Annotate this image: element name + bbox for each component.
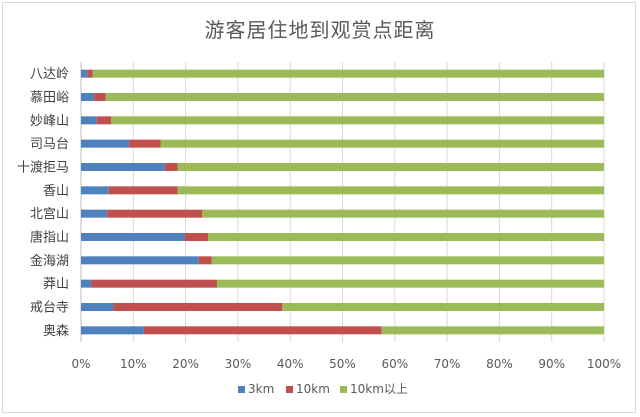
bar-segment <box>81 303 114 311</box>
bar-segment <box>164 163 178 171</box>
category-label: 八达岭 <box>30 67 69 82</box>
x-tick-label: 100% <box>587 357 621 371</box>
bar-segment <box>198 256 212 265</box>
bar-segment <box>91 279 217 288</box>
bar-segment <box>184 233 209 241</box>
bar-segment <box>216 279 605 288</box>
x-tick-label: 10% <box>120 357 147 371</box>
bar-segment <box>81 163 165 171</box>
bar-segment <box>81 326 144 335</box>
bar-segment <box>282 303 604 311</box>
category-label: 十渡拒马 <box>17 160 69 176</box>
x-tick-label: 70% <box>434 357 461 371</box>
bar-segment <box>81 186 109 195</box>
bar-segment <box>208 233 605 241</box>
legend-label: 10km以上 <box>350 382 408 396</box>
x-tick-label: 30% <box>225 357 252 371</box>
bar-segment <box>111 116 605 125</box>
category-label: 司马台 <box>30 137 69 152</box>
x-tick-label: 40% <box>277 357 304 371</box>
bar-segment <box>81 93 95 101</box>
x-tick-label: 90% <box>538 357 565 371</box>
category-label: 北宫山 <box>30 207 69 222</box>
x-tick-label: 0% <box>71 357 90 371</box>
chart-title: 游客居住地到观赏点距离 <box>204 18 436 42</box>
bar-segment <box>96 116 112 125</box>
bar-segment <box>81 139 130 148</box>
category-label: 慕田峪 <box>30 91 69 106</box>
x-tick-label: 80% <box>486 357 513 371</box>
x-tick-label: 60% <box>381 357 408 371</box>
bar-segment <box>92 69 605 78</box>
x-tick-label: 50% <box>329 357 356 371</box>
bar-segment <box>202 209 604 218</box>
category-label: 奥森 <box>43 324 69 339</box>
bar-segment <box>87 69 93 78</box>
legend-label: 10km <box>296 382 330 396</box>
bar-segment <box>129 139 161 148</box>
legend-swatch <box>286 386 293 393</box>
category-label: 妙峰山 <box>30 114 69 129</box>
bar-segment <box>177 186 604 195</box>
category-label: 唐指山 <box>30 230 69 246</box>
legend-swatch <box>340 386 347 393</box>
bar-segment <box>81 69 88 78</box>
legend-swatch <box>238 386 245 393</box>
bar-segment <box>143 326 382 335</box>
bar-segment <box>381 326 604 335</box>
bar-segment <box>81 256 199 265</box>
bar-segment <box>177 163 604 171</box>
x-tick-label: 20% <box>172 357 199 371</box>
bar-segment <box>211 256 604 265</box>
category-label: 莽山 <box>43 277 69 292</box>
legend-label: 3km <box>248 382 274 396</box>
bar-segment <box>113 303 283 311</box>
bar-segment <box>108 186 178 195</box>
category-label: 香山 <box>43 184 69 199</box>
bar-segment <box>107 209 203 218</box>
bar-segment <box>81 209 108 218</box>
bar-segment <box>81 279 92 288</box>
category-label: 戒台寺 <box>30 301 69 316</box>
bar-segment <box>94 93 106 101</box>
category-label: 金海湖 <box>30 253 69 269</box>
bar-segment <box>105 93 605 101</box>
bar-segment <box>160 139 604 148</box>
bar-segment <box>81 233 185 241</box>
bar-segment <box>81 116 97 125</box>
